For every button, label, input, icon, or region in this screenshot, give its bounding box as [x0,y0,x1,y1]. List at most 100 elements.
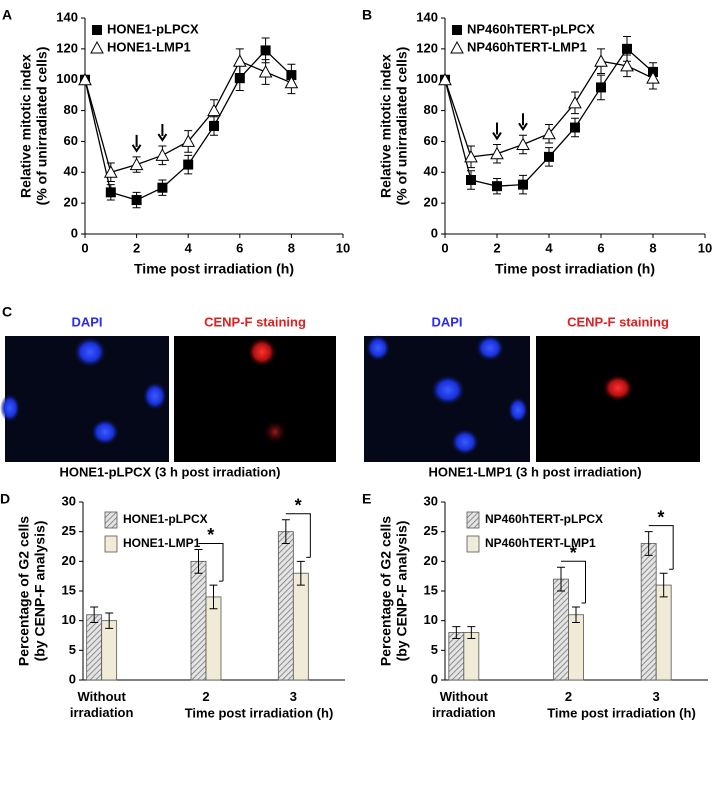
point [155,148,170,161]
arrow [492,122,502,141]
point [490,146,504,160]
bar [86,614,103,681]
y-tick-label: 0 [431,225,438,240]
point [103,165,118,178]
point [594,54,608,67]
x-tick-label: 3 [290,689,297,704]
point [620,58,634,72]
image-caption: HONE1-LMP1 (3 h post irradiation) [428,464,641,479]
image-label: CENP-F staining [204,314,306,329]
point [542,126,556,140]
y-tick-label: 140 [416,9,438,24]
x-tick-label: Without irradiation [70,689,134,720]
y-tick-label: 40 [424,164,438,179]
y-tick-label: 80 [64,102,78,117]
point [183,159,194,170]
legend-label: HONE1-LMP1 [123,536,201,550]
significance-bracket [648,525,674,570]
point [492,181,502,192]
x-tick-label-line: 3 [290,689,297,704]
bar [101,620,118,681]
y-axis-title: Relative mitotic index [378,54,394,198]
point [544,151,554,162]
x-tick-label: 2 [202,689,209,704]
x-tick-label-line: 2 [565,689,572,704]
bar [655,584,672,681]
y-tick-label: 0 [431,671,438,686]
point [209,121,219,131]
y-tick-label: 5 [69,642,76,657]
micrograph [536,336,700,462]
error-bar [296,560,305,586]
x-tick-label: 0 [441,240,448,255]
legend-marker [90,40,104,54]
x-tick-label-line: 2 [202,689,209,704]
x-tick-label: 4 [545,240,553,255]
x-tick-label: 8 [288,240,295,255]
bar [463,632,480,681]
image-caption: HONE1-pLPCX (3 h post irradiation) [59,464,280,479]
y-tick-label: 60 [64,133,78,148]
point [518,179,528,190]
y-axis-title: Relative mitotic index [18,54,34,198]
point [466,175,476,185]
x-tick-label-line: irradiation [432,705,496,720]
legend-swatch [104,511,118,529]
bar [640,543,657,681]
legend-swatch [466,535,480,553]
y-tick-label: 15 [62,582,76,597]
arrow [157,124,168,142]
arrow [131,134,142,153]
error-bar [209,584,218,610]
y-tick-label: 10 [424,612,438,627]
y-tick-label: 25 [62,523,76,538]
micrograph [364,335,530,462]
legend-marker [452,25,462,35]
y-tick-label: 100 [56,71,78,86]
image-label: DAPI [71,314,102,329]
image-label: DAPI [431,314,462,329]
point [78,72,92,86]
point [568,95,582,109]
legend-label: HONE1-LMP1 [107,39,191,54]
y-tick-label: 15 [424,582,438,597]
y-tick-label: 120 [56,40,78,55]
y-axis-title: (% of unirradiated cells) [34,47,50,206]
x-tick-label-line: Without [440,689,489,704]
x-tick-label: 8 [649,240,656,255]
significance-label: * [295,496,302,516]
x-tick-label: 3 [653,689,660,704]
y-axis-title: Percentage of G2 cells [16,516,32,666]
error-bar [90,606,99,623]
image-label: CENP-F staining [567,314,669,329]
point [131,195,142,206]
arrow [518,113,528,132]
bar [568,614,584,681]
legend-label: NP460hTERT-LMP1 [467,39,587,54]
x-tick-label-line: Without [78,689,127,704]
x-tick-label: 2 [565,689,572,704]
y-tick-label: 100 [416,71,438,86]
y-tick-label: 40 [64,164,78,179]
error-bar [467,626,476,639]
y-tick-label: 10 [62,612,76,627]
y-tick-label: 140 [56,9,78,24]
micrograph [174,336,336,462]
significance-bracket [561,560,586,604]
bar [277,531,294,681]
x-tick-label: 2 [493,240,500,255]
y-axis-title: Percentage of G2 cells [378,516,394,666]
legend-label: NP460hTERT-LMP1 [485,536,596,550]
x-axis-title: Time post irradiation (h) [134,261,294,277]
legend-marker [92,25,102,35]
significance-label: * [570,543,577,563]
legend-label: HONE1-pLPCX [123,512,208,526]
y-tick-label: 60 [424,133,438,148]
bar [205,596,222,681]
y-tick-label: 20 [424,195,438,210]
significance-label: * [207,525,214,545]
point [234,73,245,84]
y-axis-title: (by CENP-F analysis) [32,521,48,662]
significance-bracket [198,542,224,582]
